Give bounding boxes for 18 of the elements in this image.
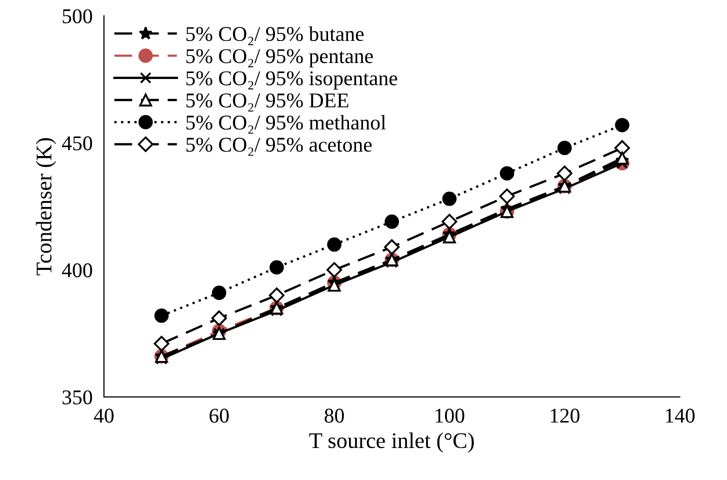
legend-label: 5% CO₂/ 95% methanol [186,114,386,134]
y-axis-title: Tcondenser (K) [36,138,56,276]
legend-label: 5% CO₂/ 95% pentane [186,49,373,68]
y-tick-label: 350 [62,390,92,404]
x-tick-label: 60 [210,408,229,423]
y-tick-label: 500 [62,9,92,24]
x-tick-label: 140 [666,408,695,423]
x-tick-label: 40 [94,408,114,423]
legend-label: 5% CO₂/ 95% butane [186,26,364,46]
legend-label: 5% CO₂/ 95% DEE [186,93,348,112]
x-tick-label: 120 [550,408,580,423]
legend-label: 5% CO₂/ 95% acetone [186,138,372,156]
x-tick-label: 100 [436,408,464,423]
y-tick-label: 400 [62,263,92,278]
x-axis-title: T source inlet (°C) [309,432,474,453]
x-tick-label: 80 [324,408,344,423]
legend-label: 5% CO₂/ 95% isopentane [186,71,398,90]
y-tick-label: 450 [62,136,92,150]
